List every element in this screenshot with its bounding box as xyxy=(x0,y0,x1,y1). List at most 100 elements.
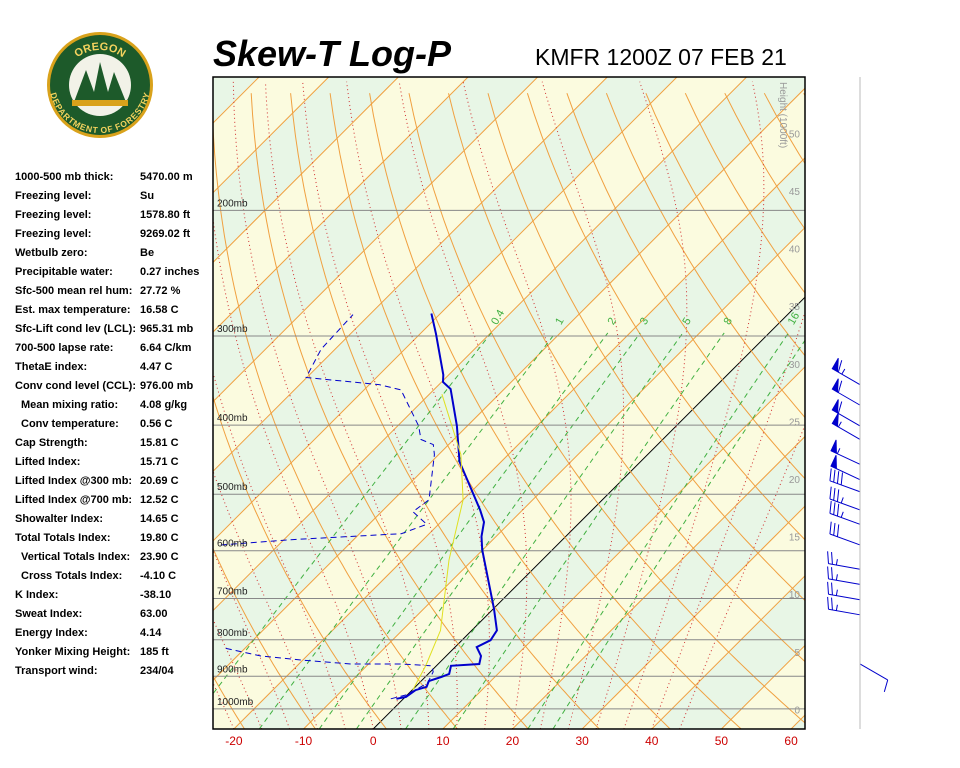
stat-value: 976.00 mb xyxy=(140,380,193,392)
isotherm xyxy=(213,77,469,333)
mixing-ratio-line xyxy=(213,332,492,695)
wind-barb xyxy=(827,566,861,585)
temperature-band xyxy=(791,715,805,729)
stat-value: 9269.02 ft xyxy=(140,228,190,240)
stat-value: 4.14 xyxy=(140,627,162,639)
stat-label: Freezing level: xyxy=(15,190,91,202)
stat-value: 19.80 C xyxy=(140,532,179,544)
isotherm xyxy=(213,77,747,612)
y2-tick-label: 25 xyxy=(789,417,801,428)
reference-lines: 0.4 1 2 3 5 8 16 20 xyxy=(213,77,824,729)
mixing-ratio-label: 8 xyxy=(722,316,735,327)
isotherm xyxy=(213,77,539,403)
stat-label: Transport wind: xyxy=(15,665,98,677)
wind-barb xyxy=(830,439,861,465)
moist-adiabat xyxy=(213,548,291,729)
x-tick-label: 0 xyxy=(370,734,377,748)
mixing-ratio-line xyxy=(318,332,609,729)
logo-top-path: OREGON xyxy=(72,41,127,60)
y-tick-label: 900mb xyxy=(217,664,248,675)
logo-trees xyxy=(74,62,126,102)
x-tick-label: 60 xyxy=(784,734,798,748)
dry-adiabat xyxy=(566,93,805,480)
y2-tick-label: 50 xyxy=(789,129,801,140)
stat-label: Lifted Index @700 mb: xyxy=(15,494,132,506)
wind-barb xyxy=(829,468,861,493)
mixing-ratio-label: 20 xyxy=(807,310,824,327)
y2-tick-label: 0 xyxy=(794,705,800,716)
chart-subtitle: KMFR 1200Z 07 FEB 21 xyxy=(535,44,787,70)
stat-value: 23.90 C xyxy=(140,551,179,563)
y2-tick-label: 30 xyxy=(789,360,801,371)
dry-adiabat xyxy=(448,93,805,663)
y-tick-label: 800mb xyxy=(217,628,248,639)
stat-value: 4.47 C xyxy=(140,361,172,373)
wind-barb xyxy=(831,357,861,386)
stat-label: K Index: xyxy=(15,589,58,601)
isotherm-grid-line xyxy=(233,157,805,729)
x-tick-label: -20 xyxy=(225,734,243,748)
wind-barb xyxy=(859,663,889,693)
stat-label: Cap Strength: xyxy=(15,437,88,449)
mixing-ratio-label: 2 xyxy=(606,316,619,327)
stat-label: Cross Totals Index: xyxy=(21,570,122,582)
plot-frame xyxy=(212,76,806,730)
stat-value: 185 ft xyxy=(140,646,169,658)
y2-tick-label: 45 xyxy=(789,187,801,198)
sounding-trace xyxy=(220,314,435,546)
x-tick-label: 40 xyxy=(645,734,659,748)
isotherm-grid-line xyxy=(581,505,805,729)
y-tick-label: 300mb xyxy=(217,324,248,335)
stat-label: Precipitable water: xyxy=(15,266,113,278)
mixing-ratio-line xyxy=(552,339,805,729)
stat-label: Sfc-500 mean rel hum: xyxy=(15,285,132,297)
x-tick-label: 50 xyxy=(715,734,729,748)
wind-barb xyxy=(827,596,861,616)
sounding-trace xyxy=(412,394,464,691)
dry-adiabat xyxy=(213,675,245,729)
dry-adiabat xyxy=(250,93,529,729)
stat-value: 234/04 xyxy=(140,665,175,677)
isotherm-grid-line xyxy=(303,226,805,729)
logo: OREGON DEPARTMENT OF FORESTRY xyxy=(47,32,153,138)
stat-value: 16.58 C xyxy=(140,304,179,316)
mixing-ratio-label: 3 xyxy=(638,316,651,327)
stat-value: -4.10 C xyxy=(140,570,176,582)
stat-label: Lifted Index @300 mb: xyxy=(15,475,132,487)
isotherm-grid-line xyxy=(372,296,805,729)
logo-ground xyxy=(72,100,128,106)
dry-adiabat xyxy=(369,93,742,729)
dry-adiabat xyxy=(290,93,600,729)
traces xyxy=(220,313,498,700)
moist-adiabat xyxy=(232,81,402,729)
y-tick-label: 500mb xyxy=(217,482,248,493)
wind-barb xyxy=(829,486,861,511)
isotherm-grid-line xyxy=(442,366,805,729)
stat-label: Freezing level: xyxy=(15,228,91,240)
y-tick-label: 600mb xyxy=(217,539,248,550)
wind-barb xyxy=(829,521,861,546)
y2-tick-label: 35 xyxy=(789,302,801,313)
dry-adiabat xyxy=(645,93,805,357)
moist-adiabat xyxy=(541,81,625,729)
y-tick-label: 1000mb xyxy=(217,697,254,708)
stat-label: Conv cond level (CCL): xyxy=(15,380,136,392)
stat-value: 63.00 xyxy=(140,608,168,620)
mixing-ratio-line xyxy=(527,332,789,729)
dry-adiabat xyxy=(526,93,805,541)
isotherm-grid-line xyxy=(790,714,805,729)
stat-value: Su xyxy=(140,190,154,202)
wind-barb xyxy=(829,501,861,525)
stat-value: 27.72 % xyxy=(140,285,181,297)
mixing-ratio-line xyxy=(452,332,725,729)
mixing-ratio-label: 1 xyxy=(553,316,566,327)
stat-label: Showalter Index: xyxy=(15,513,103,525)
stat-label: Sfc-Lift cond lev (LCL): xyxy=(15,323,136,335)
stat-value: 14.65 C xyxy=(140,513,179,525)
dry-adiabat xyxy=(408,93,805,724)
plot-area: 0.4 1 2 3 5 8 16 20 xyxy=(213,77,824,729)
y2-tick-label: 40 xyxy=(789,245,801,256)
stat-label: 1000-500 mb thick: xyxy=(15,171,113,183)
dry-adiabat xyxy=(605,93,805,419)
